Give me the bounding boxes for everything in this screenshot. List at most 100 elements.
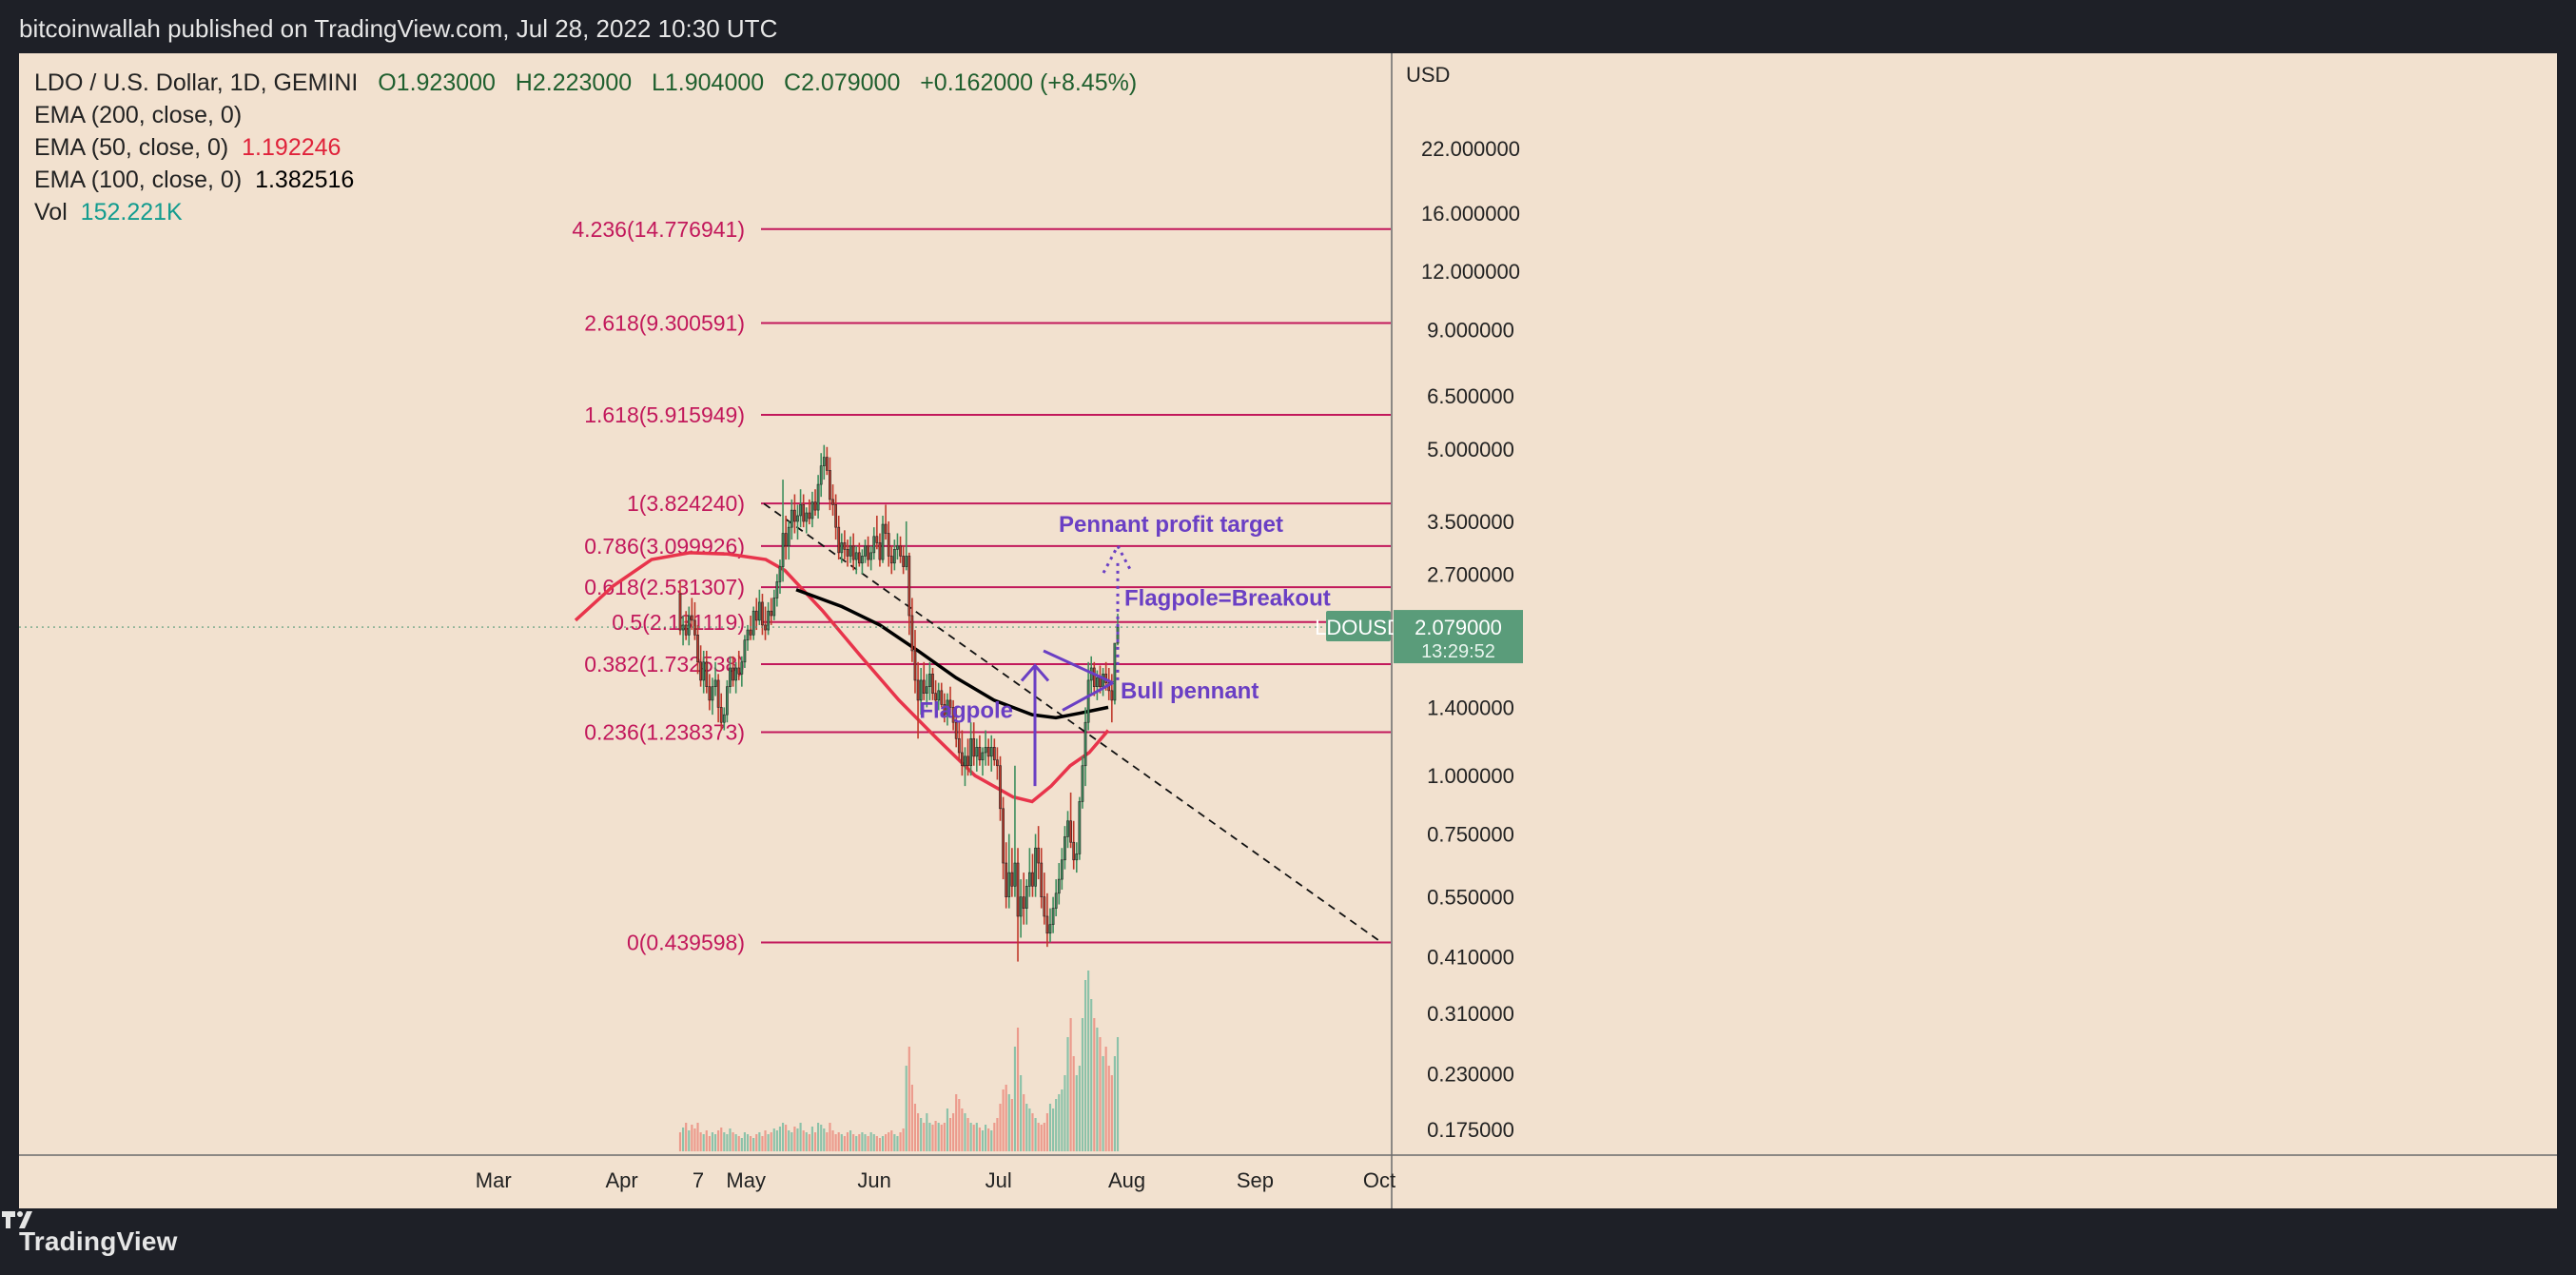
volume-bar (1102, 1056, 1104, 1151)
y-tick-label: 0.750000 (1427, 823, 1514, 847)
x-tick-label: May (726, 1168, 766, 1192)
candle-body (1078, 801, 1082, 854)
x-tick-label: Oct (1363, 1168, 1395, 1192)
candle-body (843, 542, 847, 550)
candle-body (829, 470, 831, 500)
volume-bar (872, 1134, 875, 1151)
candle-body (846, 549, 849, 557)
volume-bar (855, 1136, 858, 1151)
legend-ema200[interactable]: EMA (200, close, 0) (34, 99, 1137, 131)
candle-body (708, 686, 712, 701)
candle-body (996, 759, 999, 767)
candle-body (849, 545, 852, 557)
candle-body (896, 545, 899, 550)
volume-bar (981, 1130, 985, 1151)
ema100-line (795, 588, 1109, 720)
volume-bar (955, 1094, 958, 1151)
candle-body (1010, 872, 1014, 887)
x-tick-label: Aug (1108, 1168, 1145, 1192)
volume-bar (1061, 1089, 1064, 1151)
volume-bar (781, 1123, 785, 1151)
chart-legend: LDO / U.S. Dollar, 1D, GEMINI O1.923000 … (34, 67, 1137, 228)
volume-bar (931, 1125, 934, 1151)
volume-bar (1064, 1075, 1066, 1151)
ohlc-values: O1.923000 H2.223000 L1.904000 C2.079000 … (364, 69, 1137, 96)
volume-bar (750, 1136, 752, 1151)
price-chart[interactable]: USD 22.000000 16.000000 12.000000 9.000000 6.… (19, 53, 2557, 1208)
volume-bar (732, 1132, 734, 1151)
volume-bar (678, 1132, 682, 1151)
x-tick-label: Sep (1237, 1168, 1274, 1192)
candle-body (1016, 862, 1020, 917)
volume-bar (937, 1123, 940, 1151)
fib-level-label: 0(0.439598) (627, 930, 745, 954)
volume-bar (826, 1132, 829, 1151)
chart-area[interactable]: USD 22.000000 16.000000 12.000000 9.000000 6.… (19, 53, 2557, 1208)
candle-body (875, 536, 879, 543)
legend-volume[interactable]: Vol 152.221K (34, 196, 1137, 228)
volume-bar (1099, 1037, 1102, 1151)
candle-body (699, 661, 702, 681)
volume-bar (761, 1136, 764, 1151)
volume-bar (975, 1123, 978, 1151)
candle-body (931, 674, 934, 694)
y-tick-label: 22.000000 (1421, 137, 1520, 161)
volume-bar (729, 1128, 732, 1151)
volume-bar (1069, 1018, 1072, 1151)
candle-body (754, 610, 758, 621)
candle-body (793, 509, 796, 522)
volume-bar (713, 1134, 717, 1151)
volume-bar (1075, 1075, 1078, 1151)
volume-bar (772, 1128, 775, 1151)
y-tick-label: 16.000000 (1421, 202, 1520, 226)
volume-bar (969, 1123, 972, 1151)
volume-bar (1023, 1094, 1025, 1151)
candle-body (840, 542, 844, 554)
volume-bar (1031, 1113, 1034, 1151)
volume-bar (817, 1123, 820, 1151)
volume-bar (1113, 1056, 1116, 1151)
candle-body (687, 615, 691, 636)
volume-bar (893, 1134, 896, 1151)
volume-bar (852, 1134, 855, 1151)
volume-bar (1013, 1047, 1017, 1151)
price-tag (1394, 610, 1523, 664)
volume-bar (726, 1134, 729, 1151)
candle-body (822, 457, 826, 466)
candle-body (964, 755, 966, 767)
volume-bar (823, 1128, 826, 1151)
volume-bar (978, 1128, 981, 1151)
legend-ema100[interactable]: EMA (100, close, 0) 1.382516 (34, 164, 1137, 196)
candle-body (690, 615, 693, 621)
candle-body (810, 501, 814, 520)
volume-bar (1081, 1018, 1084, 1151)
ohlc-low: 1.904000 (664, 69, 765, 96)
legend-symbol-row: LDO / U.S. Dollar, 1D, GEMINI O1.923000 … (34, 67, 1137, 99)
volume-bar (1110, 1075, 1113, 1151)
volume-bar (696, 1123, 699, 1151)
volume-bar (688, 1130, 691, 1151)
volume-bar (896, 1136, 899, 1151)
volume-bar (875, 1136, 878, 1151)
volume-bar (934, 1121, 937, 1151)
volume-bar (864, 1134, 867, 1151)
volume-bar (1093, 1018, 1096, 1151)
y-tick-label: 1.400000 (1427, 696, 1514, 719)
volume-bar (1066, 1037, 1069, 1151)
candle-body (1019, 896, 1023, 917)
volume-bar (902, 1128, 905, 1151)
tradingview-logo-icon (2, 1211, 32, 1228)
volume-bar (878, 1138, 882, 1151)
volume-bar (940, 1125, 943, 1151)
candle-body (969, 737, 973, 767)
volume-bar (682, 1128, 685, 1151)
candle-body (916, 679, 920, 701)
candle-body (1045, 915, 1049, 934)
ema100-value: 1.382516 (255, 167, 355, 193)
candle-body (778, 566, 782, 582)
legend-ema50[interactable]: EMA (50, close, 0) 1.192246 (34, 131, 1137, 164)
candle-body (805, 512, 809, 522)
candle-body (1064, 836, 1066, 861)
candle-body (1002, 808, 1005, 864)
fib-level-label: 2.618(9.300591) (584, 311, 745, 336)
